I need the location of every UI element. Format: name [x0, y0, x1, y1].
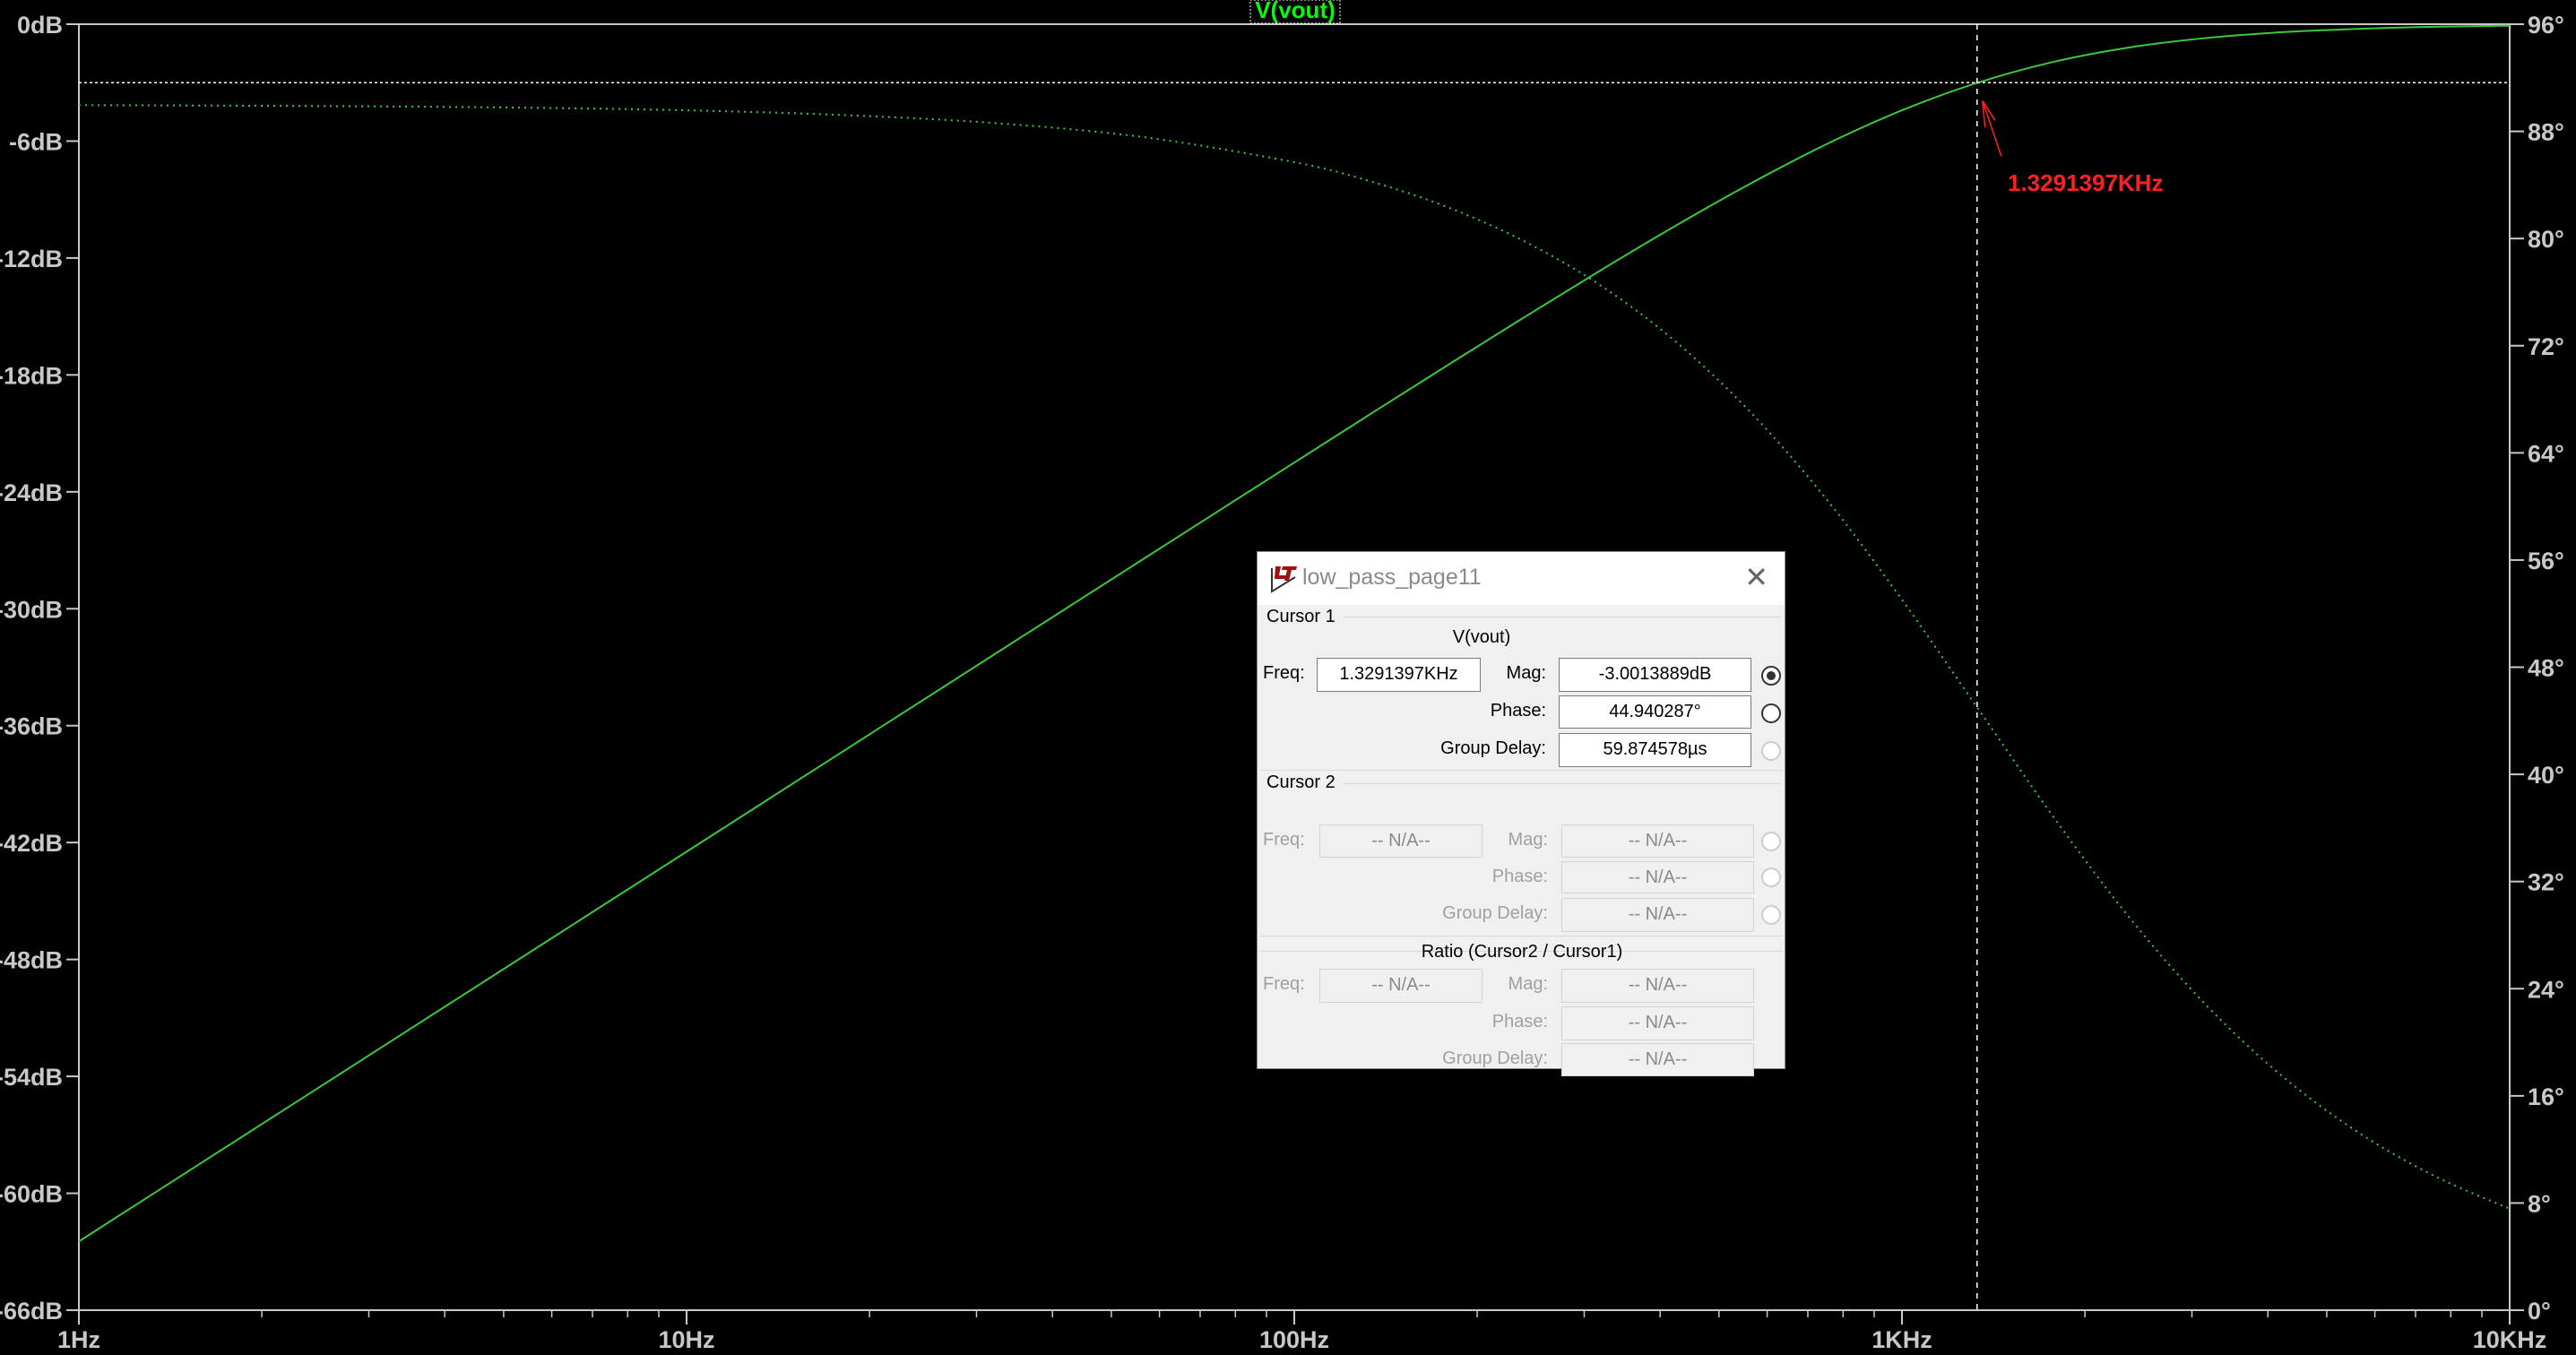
x-axis-tick-label: 10KHz: [2473, 1326, 2547, 1353]
cursor2-phase-field[interactable]: -- N/A--: [1561, 861, 1754, 893]
right-axis-tick-label: 88°: [2528, 119, 2564, 146]
cursor-arrow-icon: [1982, 99, 2002, 157]
cursor1-phase-field[interactable]: 44.940287°: [1559, 695, 1751, 729]
trace-label[interactable]: V(vout): [1255, 0, 1336, 23]
x-axis-tick-label: 10Hz: [658, 1326, 714, 1353]
left-axis-tick-label: -18dB: [0, 362, 63, 389]
cursor-marker-label: 1.3291397KHz: [2008, 169, 2163, 196]
right-axis-tick-label: 80°: [2528, 226, 2564, 253]
left-axis-tick-label: 0dB: [17, 12, 63, 39]
freq-label: Freq:: [1263, 830, 1305, 850]
cursor2-mag-radio[interactable]: [1761, 832, 1781, 851]
freq-label: Freq:: [1263, 663, 1305, 683]
cursor-1[interactable]: [79, 24, 2510, 1310]
cursor2-freq-field[interactable]: -- N/A--: [1319, 824, 1482, 858]
right-axis-tick-label: 64°: [2528, 440, 2564, 467]
left-axis-tick-label: -66dB: [0, 1298, 63, 1325]
ratio-phase-field[interactable]: -- N/A--: [1561, 1006, 1754, 1040]
cursor2-heading: Cursor 2: [1266, 772, 1336, 792]
x-axis-tick-label: 1KHz: [1871, 1326, 1932, 1353]
plot-curves: [78, 24, 2511, 1243]
right-axis-tick-label: 72°: [2528, 333, 2564, 360]
left-axis-tick-label: -6dB: [9, 128, 63, 155]
cursor1-mag-field[interactable]: -3.0013889dB: [1559, 658, 1751, 692]
group-delay-label: Group Delay:: [1442, 1049, 1548, 1068]
left-axis-tick-label: -30dB: [0, 596, 63, 623]
group-delay-label: Group Delay:: [1440, 738, 1546, 758]
cursor2-phase-radio[interactable]: [1761, 867, 1781, 887]
phase-label: Phase:: [1491, 867, 1548, 886]
right-axis-tick-label: 16°: [2528, 1083, 2564, 1110]
mag-radio[interactable]: [1761, 666, 1781, 686]
ratio-group-delay-field[interactable]: -- N/A--: [1561, 1043, 1754, 1076]
right-axis-tick-label: 96°: [2528, 12, 2564, 39]
group-delay-radio[interactable]: [1761, 741, 1781, 761]
cursor2-group-delay-field[interactable]: -- N/A--: [1561, 898, 1754, 932]
right-axis-tick-label: 48°: [2528, 655, 2564, 682]
left-axis-tick-label: -42dB: [0, 830, 63, 857]
cursor2-mag-field[interactable]: -- N/A--: [1561, 824, 1754, 858]
mag-label: Mag:: [1508, 830, 1548, 850]
close-icon[interactable]: ✕: [1744, 561, 1768, 593]
left-axis-tick-label: -24dB: [0, 479, 63, 506]
cursor1-group-delay-field[interactable]: 59.874578µs: [1559, 733, 1751, 767]
cursor1-trace-name: V(vout): [1452, 627, 1511, 647]
right-axis-tick-label: 40°: [2528, 762, 2564, 789]
ltspice-logo-icon: [1271, 566, 1297, 593]
left-axis-tick-label: -12dB: [0, 246, 63, 272]
x-axis-tick-label: 1Hz: [57, 1326, 100, 1353]
divider: [1259, 770, 1783, 771]
cursor1-heading: Cursor 1: [1266, 607, 1336, 626]
phase-radio[interactable]: [1761, 703, 1781, 723]
axis-ticks: 0dB -6dB -12dB -18dB -24dB -30dB -36dB -42dB -48…: [0, 12, 2564, 1353]
divider: [1259, 951, 1783, 952]
cursor2-group-delay-radio[interactable]: [1761, 905, 1781, 925]
mag-label: Mag:: [1508, 974, 1548, 994]
trace-label-box[interactable]: V(vout): [1249, 0, 1341, 24]
right-axis-tick-label: 56°: [2528, 548, 2564, 574]
left-axis-tick-label: -60dB: [0, 1181, 63, 1208]
left-axis-tick-label: -36dB: [0, 713, 63, 740]
dialog-titlebar[interactable]: low_pass_page11 ✕: [1258, 552, 1785, 605]
dialog-title: low_pass_page11: [1302, 565, 1482, 590]
left-axis-tick-label: -48dB: [0, 947, 63, 974]
right-axis-tick-label: 8°: [2528, 1190, 2551, 1217]
x-axis-tick-label: 100Hz: [1259, 1326, 1329, 1353]
ratio-freq-field[interactable]: -- N/A--: [1319, 969, 1482, 1003]
right-axis-tick-label: 24°: [2528, 976, 2564, 1003]
series-phase-line: [78, 104, 2511, 1210]
series-magnitude-line: [78, 24, 2511, 1243]
cursor1-freq-field[interactable]: 1.3291397KHz: [1317, 658, 1481, 692]
group-delay-label: Group Delay:: [1442, 903, 1548, 923]
phase-label: Phase:: [1490, 701, 1546, 721]
ratio-heading: Ratio (Cursor2 / Cursor1): [1421, 942, 1623, 962]
divider: [1344, 783, 1781, 784]
mag-label: Mag:: [1506, 663, 1546, 683]
right-axis-tick-label: 0°: [2528, 1298, 2551, 1325]
left-axis-tick-label: -54dB: [0, 1064, 63, 1091]
right-axis-tick-label: 32°: [2528, 869, 2564, 896]
ratio-mag-field[interactable]: -- N/A--: [1561, 969, 1754, 1003]
phase-label: Phase:: [1491, 1012, 1548, 1031]
cursor-dialog[interactable]: low_pass_page11 ✕ Cursor 1 V(vout) Freq:…: [1257, 551, 1785, 1076]
freq-label: Freq:: [1263, 974, 1305, 994]
